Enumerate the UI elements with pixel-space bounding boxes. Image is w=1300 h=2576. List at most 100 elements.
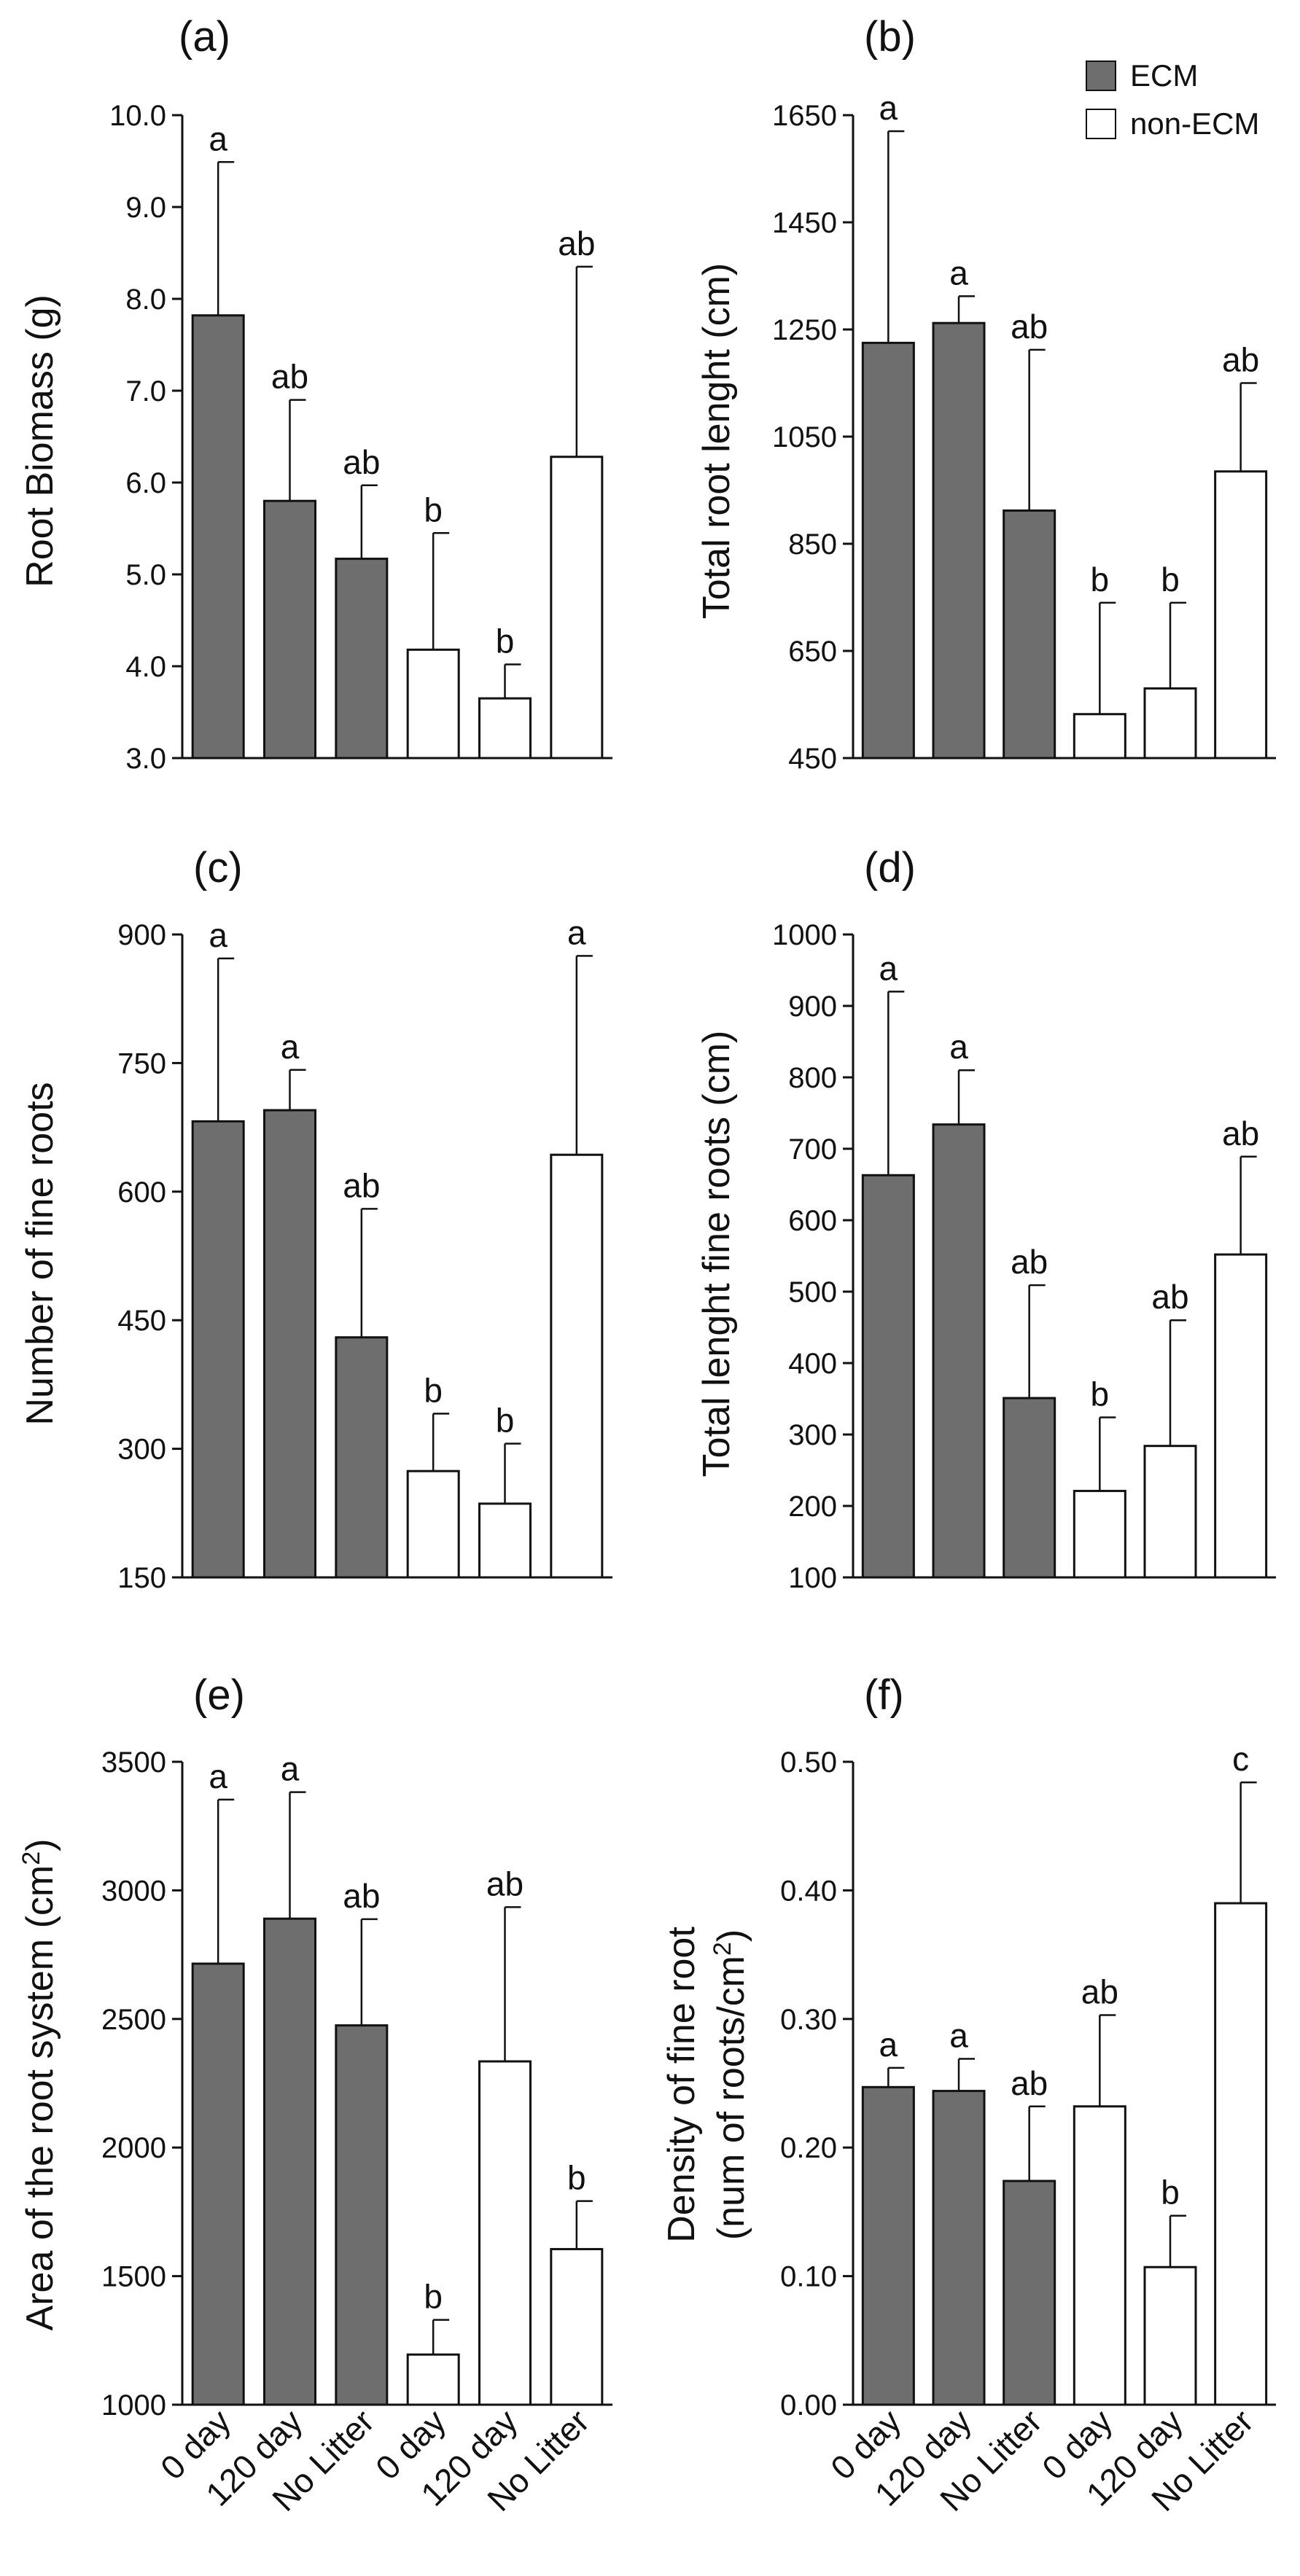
panel-label-e: (e)	[193, 1671, 245, 1719]
y-tick-label: 3000	[101, 1875, 166, 1907]
legend-label-ecm: ECM	[1130, 58, 1198, 93]
y-tick-label: 200	[788, 1491, 837, 1523]
bar-ecm-2	[263, 499, 316, 760]
bar-ecm-1	[861, 341, 915, 760]
significance-letter: a	[879, 2026, 898, 2064]
significance-letter: ab	[1011, 2064, 1048, 2102]
y-tick-label: 0.50	[780, 1746, 837, 1779]
significance-letter: ab	[1151, 1278, 1188, 1316]
panel-label-d: (d)	[864, 844, 916, 891]
y-tick-label: 9.0	[125, 192, 166, 224]
y-tick-label: 300	[117, 1434, 166, 1466]
panel-c: 150 300 450 600 750 900 a a ab b b a	[117, 913, 612, 1594]
ylabel-d: Total lenght fine roots (cm)	[696, 1031, 738, 1478]
ylabel-e: Area of the root system (cm2)	[17, 1839, 61, 2331]
svg-text:Density of fine root: Density of fine root	[661, 1927, 703, 2243]
significance-letter: ab	[1222, 1115, 1259, 1152]
bar-non-ecm-5	[1143, 2265, 1197, 2406]
bar-ecm-2	[263, 1917, 316, 2406]
svg-text:(num of roots/cm2): (num of roots/cm2)	[709, 1929, 752, 2240]
y-tick-label: 1050	[772, 421, 837, 453]
y-tick-label: 10.0	[109, 100, 166, 132]
bar-ecm-1	[861, 1174, 915, 1579]
significance-letter: ab	[343, 1877, 380, 1915]
significance-letter: a	[879, 949, 898, 987]
significance-letter: c	[1232, 1740, 1249, 1778]
significance-letter: b	[1161, 2174, 1180, 2212]
y-tick-label: 3500	[101, 1746, 166, 1779]
y-tick-label: 8.0	[125, 284, 166, 316]
significance-letter: a	[281, 1028, 300, 1066]
y-tick-label: 500	[788, 1276, 837, 1308]
panel-a: 3.0 4.0 5.0 6.0 7.0 8.0 9.0 10.0 a ab ab b b ab	[109, 100, 612, 775]
legend-label-non-ecm: non-ECM	[1130, 106, 1259, 141]
y-tick-label: 1650	[772, 100, 837, 132]
significance-letter: ab	[343, 1166, 380, 1204]
bar-ecm-2	[263, 1109, 316, 1579]
y-tick-label: 1000	[101, 2389, 166, 2421]
y-tick-label: 0.40	[780, 1875, 837, 1907]
panel-label-a: (a)	[179, 13, 230, 61]
y-tick-label: 400	[788, 1348, 837, 1380]
panel-label-f: (f)	[864, 1671, 904, 1719]
significance-letter: ab	[343, 443, 380, 481]
significance-letter: b	[496, 622, 515, 660]
ylabel-a: Root Biomass (g)	[19, 294, 61, 588]
significance-letter: ab	[558, 225, 595, 262]
significance-letter: b	[496, 1402, 515, 1440]
bar-ecm-2	[932, 321, 986, 760]
bar-non-ecm-4	[1073, 2105, 1126, 2406]
y-tick-label: 800	[788, 1062, 837, 1094]
significance-letter: a	[879, 89, 898, 127]
y-tick-label: 2000	[101, 2132, 166, 2164]
y-tick-label: 1250	[772, 314, 837, 346]
y-tick-label: 750	[117, 1047, 166, 1080]
significance-letter: b	[424, 1371, 443, 1409]
significance-letter: b	[567, 2159, 586, 2197]
y-tick-label: 6.0	[125, 467, 166, 499]
bar-non-ecm-5	[478, 1502, 532, 1579]
legend: ECM non-ECM	[1086, 58, 1259, 141]
panel-d: 100 200 300 400 500 600 700 800 900 1000 a a ab b ab ab	[772, 919, 1276, 1594]
bar-ecm-1	[191, 314, 245, 760]
bar-non-ecm-4	[406, 648, 460, 760]
bar-non-ecm-5	[478, 2060, 532, 2406]
significance-letter: a	[949, 1028, 968, 1066]
y-tick-label: 700	[788, 1133, 837, 1166]
bar-ecm-1	[191, 1120, 245, 1579]
bar-non-ecm-4	[1073, 713, 1126, 760]
y-tick-label: 600	[788, 1205, 837, 1237]
panel-label-c: (c)	[193, 844, 243, 891]
panel-label-b: (b)	[864, 13, 916, 61]
y-tick-label: 300	[788, 1419, 837, 1451]
significance-letter: a	[949, 254, 968, 292]
y-tick-label: 3.0	[125, 743, 166, 775]
bar-ecm-3	[335, 2024, 389, 2406]
significance-letter: b	[1161, 561, 1180, 598]
significance-letter: a	[209, 916, 227, 954]
y-tick-label: 850	[788, 528, 837, 561]
y-tick-label: 450	[788, 743, 837, 775]
significance-letter: a	[209, 1757, 227, 1795]
ylabel-c: Number of fine roots	[19, 1082, 61, 1425]
bar-ecm-1	[191, 1962, 245, 2406]
charts-layer: 3.04.05.06.07.08.09.010.0aababbbab450650…	[101, 89, 1276, 2518]
y-tick-label: 0.00	[780, 2389, 837, 2421]
y-tick-label: 450	[117, 1305, 166, 1337]
significance-letter: ab	[1081, 1973, 1118, 2011]
y-tick-label: 2500	[101, 2004, 166, 2036]
svg-text:Area of the root system (cm2): Area of the root system (cm2)	[17, 1839, 61, 2331]
y-tick-label: 1500	[101, 2261, 166, 2293]
significance-letter: ab	[486, 1865, 523, 1902]
y-tick-label: 1000	[772, 919, 837, 951]
y-tick-label: 0.20	[780, 2132, 837, 2164]
significance-letter: a	[209, 120, 227, 157]
legend-swatch-non-ecm	[1086, 109, 1116, 139]
bar-ecm-2	[932, 1123, 986, 1579]
bar-ecm-3	[335, 558, 389, 760]
y-tick-label: 900	[788, 991, 837, 1023]
significance-letter: ab	[1011, 1243, 1048, 1281]
bar-ecm-3	[1003, 509, 1056, 760]
